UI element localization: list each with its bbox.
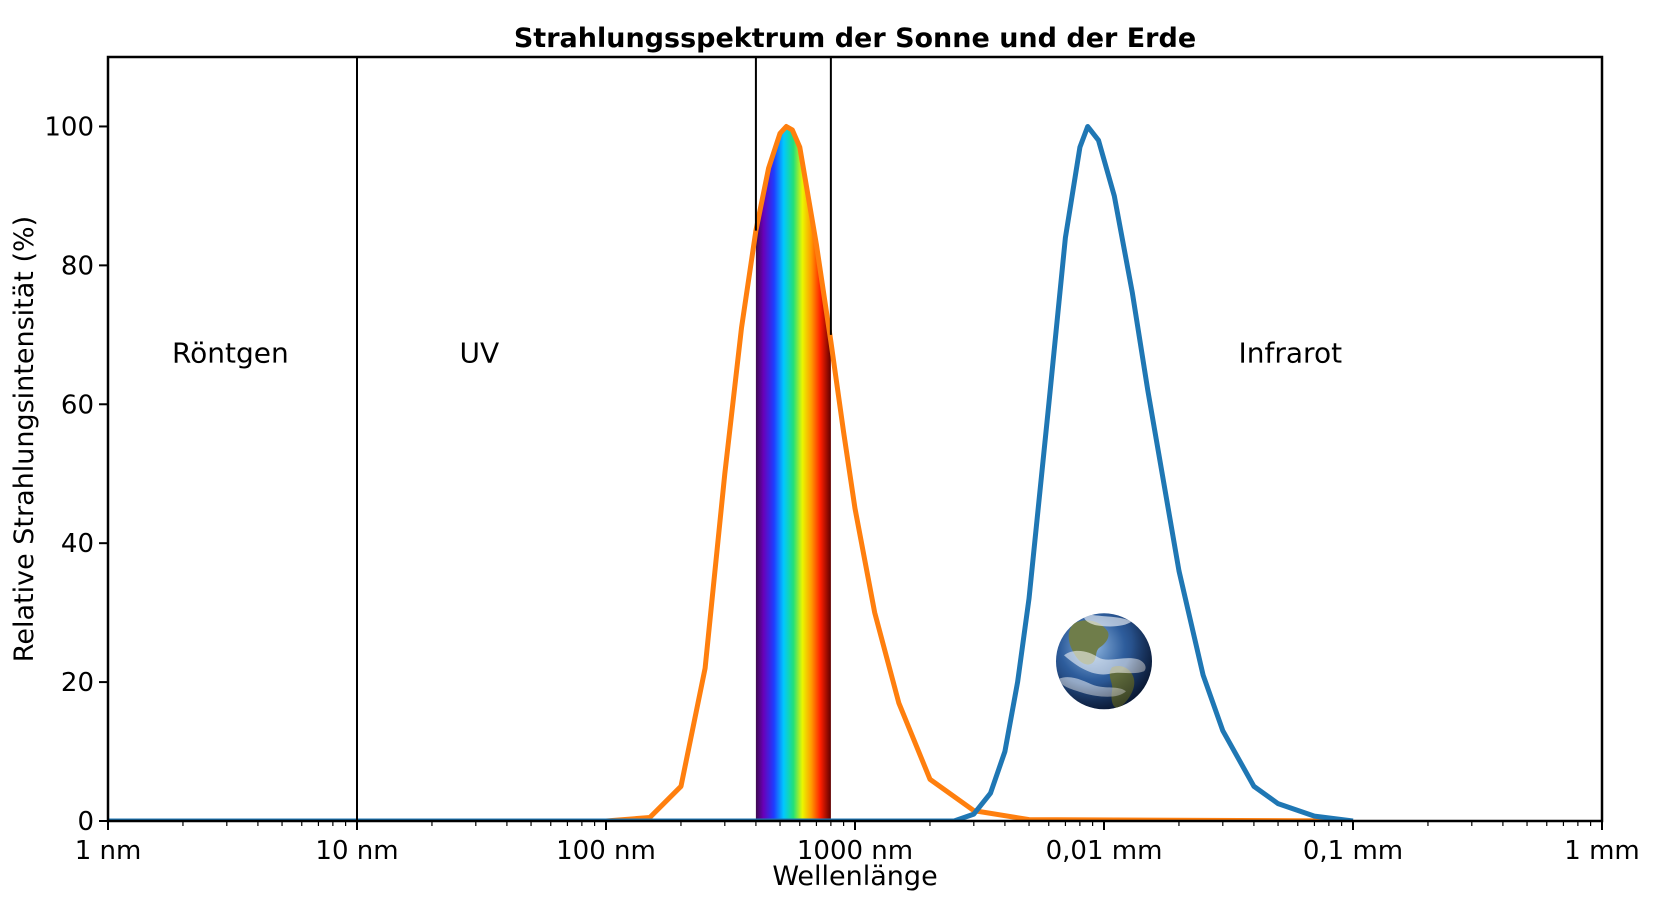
visible-spectrum-fill xyxy=(755,126,831,821)
x-tick-label-5: 0,1 mm xyxy=(1303,836,1403,866)
x-axis-ticks: 1 nm 10 nm 100 nm 1000 nm 0,01 mm 0,1 mm 1 mm xyxy=(75,821,1640,866)
region-label-2: Infrarot xyxy=(1239,337,1343,370)
y-axis-label: Relative Strahlungsintensität (%) xyxy=(9,216,40,662)
x-tick-label-0: 1 nm xyxy=(75,836,142,866)
x-tick-label-2: 100 nm xyxy=(556,836,656,866)
plot-frame xyxy=(106,55,1604,823)
y-tick-label-4: 80 xyxy=(61,251,94,281)
x-tick-label-1: 10 nm xyxy=(315,836,398,866)
x-tick-label-3: 1000 nm xyxy=(797,836,913,866)
visible-light-band xyxy=(755,126,831,821)
y-tick-label-3: 60 xyxy=(61,390,94,420)
y-tick-label-1: 20 xyxy=(61,668,94,698)
x-axis-label: Wellenlänge xyxy=(772,861,937,892)
region-label-1: UV xyxy=(460,337,500,370)
region-labels: Röntgen UV Infrarot xyxy=(172,337,1342,370)
x-tick-label-6: 1 mm xyxy=(1564,836,1639,866)
y-axis-ticks: 0 20 40 60 80 100 xyxy=(44,112,108,837)
region-divider-lines xyxy=(356,57,832,821)
y-tick-label-2: 40 xyxy=(61,529,94,559)
region-label-0: Röntgen xyxy=(172,337,289,370)
x-tick-label-4: 0,01 mm xyxy=(1046,836,1163,866)
y-tick-label-5: 100 xyxy=(44,112,94,142)
chart-title: Strahlungsspektrum der Sonne und der Erd… xyxy=(514,23,1196,54)
axes: 1 nm 10 nm 100 nm 1000 nm 0,01 mm 0,1 mm 1 mm … xyxy=(44,55,1640,866)
series-line-sun xyxy=(108,124,1354,821)
series-layer xyxy=(108,124,1354,821)
series-line-earth xyxy=(108,124,1354,821)
y-tick-label-0: 0 xyxy=(77,807,94,837)
earth-icon xyxy=(1056,613,1152,710)
